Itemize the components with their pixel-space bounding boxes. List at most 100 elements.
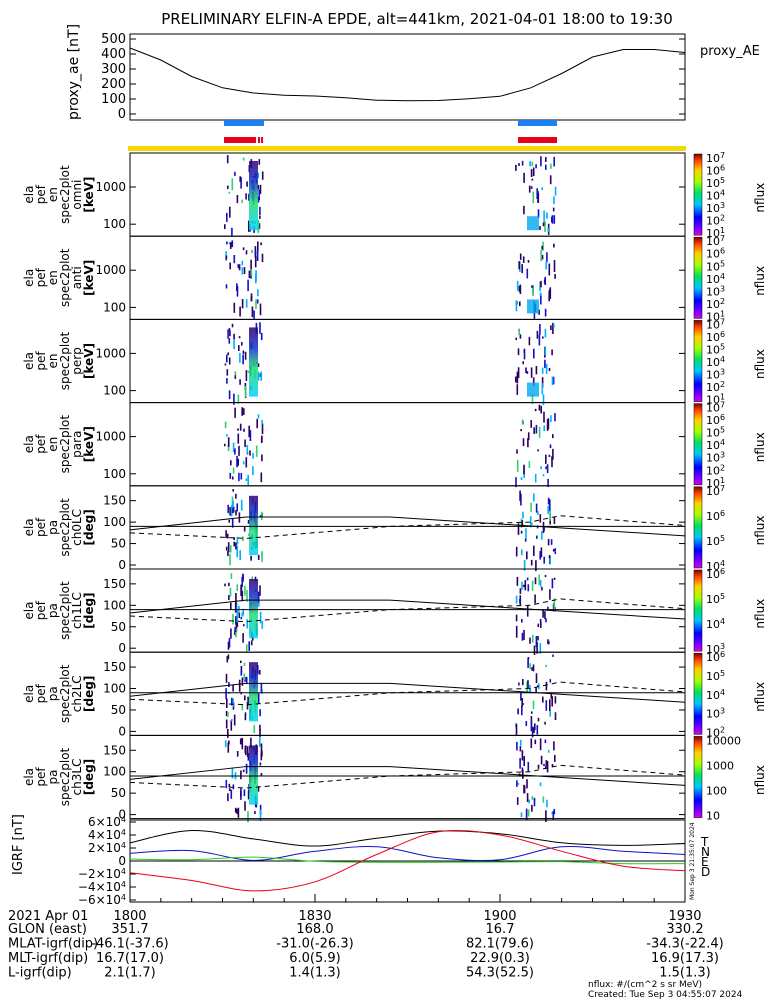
igrf-legend-D: D: [701, 865, 710, 879]
spectrogram-pixel: [544, 221, 546, 232]
spectrogram-pixel: [523, 205, 525, 211]
spectrogram-pixel: [231, 323, 234, 328]
spectrogram-axis-label: anti: [70, 266, 84, 289]
spectrogram-pixel: [522, 361, 524, 365]
spectrogram-pixel: [545, 618, 547, 623]
spectrogram-pixel: [531, 393, 534, 404]
colorbar-label: nflux: [753, 266, 767, 296]
spectrogram-pixel: [538, 334, 541, 346]
spectrogram-frame: [129, 568, 686, 653]
spectrogram-pixel: [246, 702, 249, 710]
spectrogram-ytick-label: 100: [103, 598, 126, 612]
spectrogram-pixel: [527, 761, 530, 772]
spectrogram-pixel: [228, 242, 231, 245]
spectrogram-pixel: [244, 714, 247, 721]
zone-bar-blue-2: [518, 120, 557, 126]
spectrogram-pixel: [259, 303, 262, 316]
spectrogram-pixel: [551, 812, 553, 815]
spectrogram-pixel: [553, 324, 555, 328]
spectrogram-pixel: [549, 444, 552, 449]
spectrogram-pixel: [520, 530, 523, 534]
spectrogram-pixel: [227, 504, 229, 514]
colorbar: [693, 403, 703, 486]
spectrogram-pixel: [534, 739, 537, 745]
colorbar: [693, 652, 703, 735]
spectrogram-pixel: [527, 658, 529, 668]
spectrogram-axis-label: ch3LC: [70, 759, 84, 796]
spectrogram-frame: [129, 235, 686, 320]
spectrogram-pixel: [233, 714, 236, 726]
spectrogram-pixel: [523, 172, 525, 183]
spectrogram-pixel: [259, 322, 261, 334]
spectrogram-pixel: [257, 185, 260, 190]
spectrogram-pixel: [243, 673, 246, 680]
spectrogram-pixel: [227, 444, 230, 451]
spectrogram-pixel: [257, 172, 260, 179]
spectrogram-pixel: [517, 708, 519, 715]
spectrogram-pixel: [257, 414, 260, 419]
spectrogram-pixel: [229, 262, 231, 270]
spectrogram-pixel: [261, 171, 264, 180]
spectrogram-pixel: [530, 186, 533, 189]
spectrogram-pixel: [239, 550, 241, 561]
spectrogram-pixel: [244, 585, 246, 596]
colorbar-tick-label: 103: [706, 201, 725, 215]
spectrogram-pixel: [240, 473, 243, 480]
proxy-ae-legend: proxy_AE: [700, 44, 760, 59]
spectrogram-pixel: [540, 621, 542, 628]
spectrogram-pixel: [519, 253, 522, 260]
spectrogram-pixel: [259, 762, 262, 766]
spectrogram-pixel: [238, 472, 240, 482]
spectrogram-pixel: [542, 521, 545, 534]
colorbar-tick-label: 105: [706, 592, 725, 606]
colorbar-tick-label: 104: [706, 559, 725, 573]
spectrogram-pixel: [519, 334, 522, 339]
spectrogram-pixel: [234, 630, 236, 635]
spectrogram-axis-label: ch0LC: [70, 509, 84, 546]
spectrogram-pixel: [250, 296, 253, 302]
spectrogram-pixel: [542, 474, 545, 477]
spectrogram-pixel: [539, 292, 542, 297]
colorbar: [693, 569, 703, 652]
info-row-value: 351.7: [111, 922, 148, 937]
spectrogram-axis-label: [keV]: [82, 260, 96, 296]
spectrogram-pixel: [243, 662, 246, 666]
spectrogram-pixel: [225, 673, 228, 683]
info-row-value: -31.0(-26.3): [276, 937, 353, 952]
spectrogram-pixel: [231, 697, 233, 706]
spectrogram-pixel: [257, 197, 260, 203]
spectrogram-pixel: [553, 196, 555, 205]
spectrogram-pixel: [530, 559, 533, 566]
colorbar-tick-label: 1000: [706, 759, 734, 772]
colorbar-label: nflux: [753, 682, 767, 712]
igrf-series-D: [129, 829, 686, 892]
spectrogram-pixel: [230, 628, 232, 639]
spectrogram-axis-label: en: [46, 270, 60, 285]
info-row-value: 16.7: [486, 922, 515, 937]
spectrogram-pixel: [257, 554, 260, 560]
spectrogram-ytick-label: 100: [103, 515, 126, 529]
spectrogram-axis-label: ela: [22, 186, 36, 204]
spectrogram-pixel: [259, 215, 261, 219]
spectrogram-pixel: [236, 751, 239, 757]
spectrogram-pixel: [232, 476, 234, 480]
spectrogram-pixel: [240, 586, 243, 597]
spectrogram-pixel: [537, 685, 539, 688]
spectrogram-pixel: [527, 680, 529, 689]
igrf-ytick-label: 6×104: [88, 815, 126, 829]
spectrogram-pixel: [239, 176, 241, 182]
spectrogram-pixel: [260, 683, 263, 693]
spectrogram-pixel: [246, 589, 248, 602]
spectrogram-pixel: [535, 424, 538, 434]
spectrogram-pixel: [554, 274, 556, 279]
colorbar-tick-label: 104: [706, 189, 725, 203]
spectrogram-pixel: [544, 611, 546, 619]
spectrogram-axis-label: ch1LC: [70, 592, 84, 629]
spectrogram-pixel: [261, 419, 263, 425]
spectrogram-panel-anti: 1001000elapefenspec2plotanti[keV]1011021…: [22, 234, 767, 323]
igrf-ytick-label: −2×104: [78, 867, 126, 881]
spectrogram-pixel: [531, 667, 533, 671]
spectrogram-pixel: [535, 673, 538, 684]
spectrogram-pixel: [545, 454, 547, 464]
spectrogram-pixel: [521, 581, 523, 590]
